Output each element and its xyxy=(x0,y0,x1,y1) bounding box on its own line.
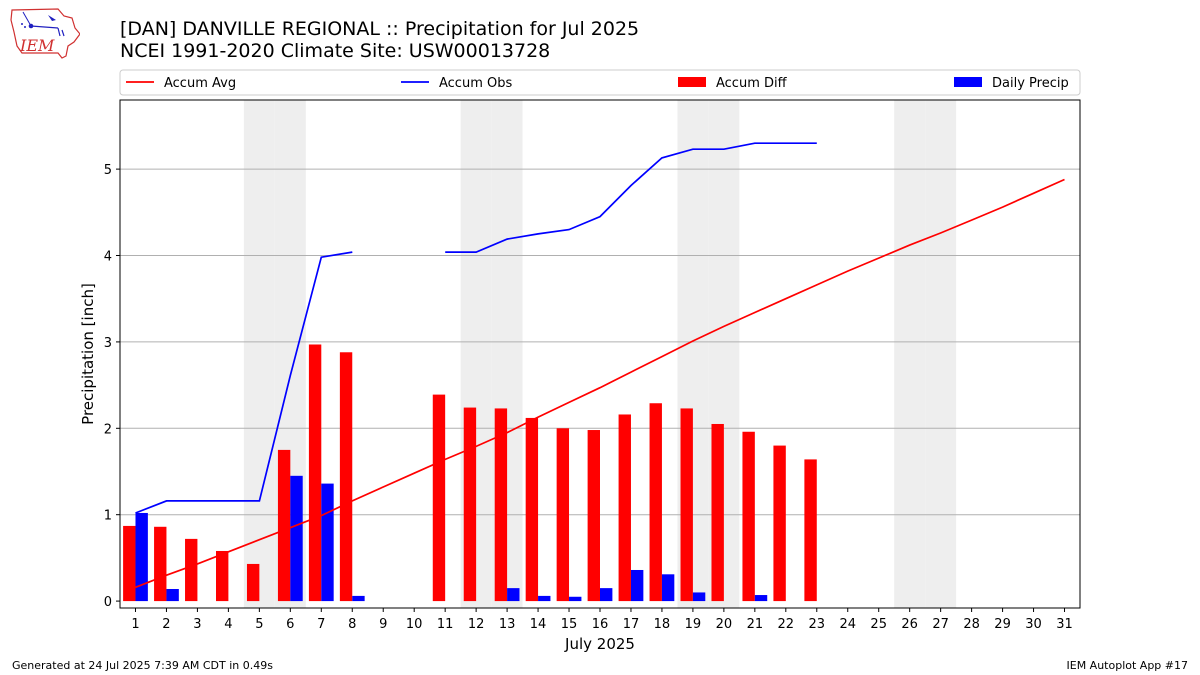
chart-title: [DAN] DANVILLE REGIONAL :: Precipitation… xyxy=(120,18,640,40)
x-axis: 1 2 3 4 5 6 7 8 9 10 11 12 13 14 15 16 17 18 19 20 21 22 23 24 2… xyxy=(131,608,1073,632)
bar-daily-precip-21 xyxy=(754,595,768,602)
bar-accum-diff-20 xyxy=(711,423,724,602)
x-tick-label-3: 3 xyxy=(193,617,201,632)
y-tick-label-3: 3 xyxy=(104,336,112,351)
bar-accum-diff-19 xyxy=(680,408,693,602)
chart-subtitle: NCEI 1991-2020 Climate Site: USW00013728 xyxy=(120,40,551,62)
bar-accum-diff-21 xyxy=(742,431,755,602)
bar-accum-diff-4 xyxy=(216,550,229,602)
x-tick-label-16: 16 xyxy=(592,617,609,632)
x-tick-label-10: 10 xyxy=(406,617,423,632)
x-axis-label: July 2025 xyxy=(564,635,635,653)
x-tick-label-29: 29 xyxy=(994,617,1011,632)
y-tick-label-5: 5 xyxy=(104,163,112,178)
y-axis-label: Precipitation [inch] xyxy=(79,283,97,425)
bar-daily-precip-18 xyxy=(661,574,675,602)
x-tick-label-7: 7 xyxy=(317,617,325,632)
x-tick-label-8: 8 xyxy=(348,617,356,632)
y-tick-label-2: 2 xyxy=(104,422,112,437)
x-tick-label-19: 19 xyxy=(685,617,702,632)
x-tick-label-5: 5 xyxy=(255,617,263,632)
line-accum-avg xyxy=(135,178,1065,589)
bar-accum-diff-22 xyxy=(773,445,786,602)
bar-accum-diff-15 xyxy=(556,428,570,602)
bar-daily-precip-14 xyxy=(538,595,551,602)
legend-label-accum-avg: Accum Avg xyxy=(164,76,236,91)
y-tick-label-1: 1 xyxy=(104,509,112,524)
bar-accum-diff-18 xyxy=(649,403,662,602)
bar-accum-diff-8 xyxy=(339,352,353,602)
x-tick-label-27: 27 xyxy=(932,617,949,632)
x-tick-label-21: 21 xyxy=(747,617,764,632)
legend-swatch-daily-precip xyxy=(954,77,982,87)
x-tick-label-12: 12 xyxy=(468,617,485,632)
x-tick-label-11: 11 xyxy=(437,617,454,632)
weekend-band-5 xyxy=(243,100,275,608)
bar-daily-precip-16 xyxy=(600,588,613,602)
y-axis: 0 1 2 3 4 5 xyxy=(104,163,120,610)
x-tick-label-20: 20 xyxy=(716,617,733,632)
bar-daily-precip-7 xyxy=(321,483,334,602)
weekend-band-26 xyxy=(894,100,926,608)
bar-daily-precip-8 xyxy=(352,595,365,602)
logo-text: IEM xyxy=(19,36,55,55)
iem-logo: IEM xyxy=(10,8,80,59)
legend: Accum Avg Accum Obs Accum Diff Daily Precip xyxy=(119,69,1081,96)
bar-accum-diff-14 xyxy=(525,417,539,602)
x-tick-label-15: 15 xyxy=(561,617,578,632)
bar-accum-diff-2 xyxy=(154,526,167,602)
bar-accum-diff-1 xyxy=(123,525,136,602)
bar-accum-diff-11 xyxy=(432,394,446,602)
bar-accum-diff-6 xyxy=(277,449,291,602)
bar-accum-diff-13 xyxy=(494,408,508,602)
bar-accum-diff-16 xyxy=(587,430,600,602)
bar-daily-precip-15 xyxy=(569,596,582,602)
series-lines xyxy=(135,142,1065,589)
bar-accum-diff-5 xyxy=(246,563,260,602)
weekend-band-27 xyxy=(925,100,957,608)
x-tick-label-22: 22 xyxy=(778,617,795,632)
app-footer: IEM Autoplot App #17 xyxy=(1066,659,1189,672)
bar-accum-diff-7 xyxy=(308,344,322,602)
legend-frame xyxy=(119,69,1081,96)
x-tick-label-28: 28 xyxy=(963,617,980,632)
legend-label-daily-precip: Daily Precip xyxy=(992,76,1069,91)
generated-footer: Generated at 24 Jul 2025 7:39 AM CDT in … xyxy=(12,659,273,672)
x-tick-label-23: 23 xyxy=(809,617,826,632)
legend-label-accum-obs: Accum Obs xyxy=(439,76,512,91)
bar-daily-precip-1 xyxy=(135,512,148,602)
x-tick-label-26: 26 xyxy=(901,617,918,632)
legend-swatch-accum-diff xyxy=(678,77,706,87)
bar-accum-diff-3 xyxy=(185,538,198,602)
bar-daily-precip-13 xyxy=(507,588,520,602)
x-tick-label-18: 18 xyxy=(654,617,671,632)
bar-daily-precip-19 xyxy=(692,592,706,602)
x-tick-label-14: 14 xyxy=(530,617,547,632)
y-tick-label-4: 4 xyxy=(104,250,112,265)
x-tick-label-25: 25 xyxy=(870,617,887,632)
x-tick-label-17: 17 xyxy=(623,617,640,632)
x-tick-label-2: 2 xyxy=(162,617,170,632)
line-accum-obs xyxy=(135,142,817,514)
y-tick-label-0: 0 xyxy=(104,595,112,610)
bars xyxy=(123,344,817,602)
x-tick-label-9: 9 xyxy=(379,617,387,632)
x-tick-label-1: 1 xyxy=(131,617,139,632)
x-tick-label-31: 31 xyxy=(1056,617,1073,632)
bar-accum-diff-23 xyxy=(804,459,817,602)
x-tick-label-6: 6 xyxy=(286,617,294,632)
bar-accum-diff-17 xyxy=(618,414,631,602)
x-tick-label-4: 4 xyxy=(224,617,232,632)
bar-accum-diff-12 xyxy=(463,407,477,602)
bar-daily-precip-17 xyxy=(630,569,644,602)
legend-label-accum-diff: Accum Diff xyxy=(716,76,788,91)
x-tick-label-30: 30 xyxy=(1025,617,1042,632)
x-tick-label-24: 24 xyxy=(839,617,856,632)
bar-daily-precip-6 xyxy=(290,475,303,602)
bar-daily-precip-2 xyxy=(166,588,179,602)
x-tick-label-13: 13 xyxy=(499,617,516,632)
